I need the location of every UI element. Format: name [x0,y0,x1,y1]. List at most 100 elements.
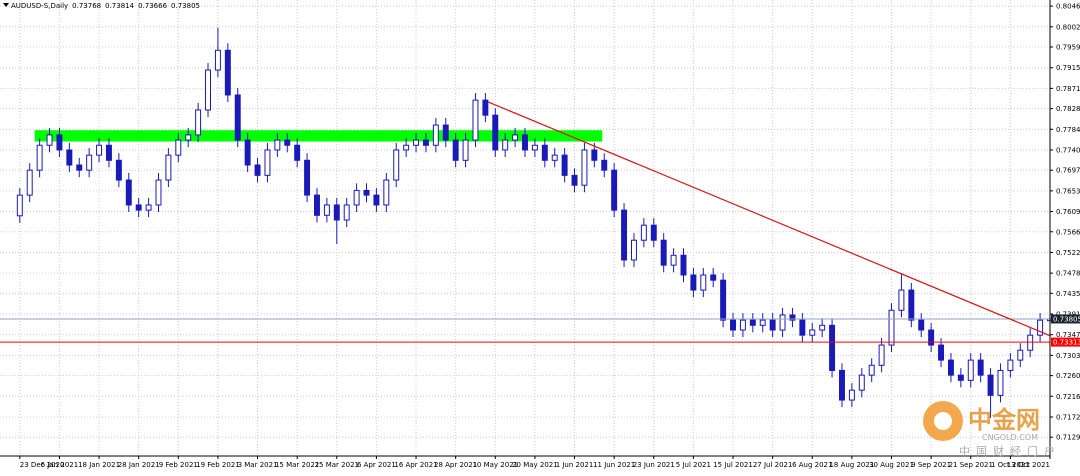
x-tick-label: 1 Jun 2021 [556,461,594,469]
candle-body [76,164,83,171]
candle-body [482,99,489,116]
candle-body [987,374,994,396]
candle-body [224,49,231,96]
lines-layer [0,101,1051,343]
header-low: 0.73666 [138,2,167,10]
x-tick-label: 16 Apr 2021 [394,461,437,469]
candle-body [660,239,667,266]
candle-body [878,344,885,366]
candle-body [1037,319,1044,336]
candle-body [1017,349,1024,361]
candle-body [769,319,776,331]
candle-body [967,359,974,381]
candle-body [393,149,400,181]
candle-body [839,369,845,401]
candle-body [403,144,410,151]
candle-body [730,319,736,331]
x-tick-label: 18 Jan 2021 [78,461,120,469]
candle-body [848,389,855,401]
header-open: 0.73768 [72,2,101,10]
candle-body [640,224,647,241]
candle-body [997,369,1004,396]
candle-body [690,274,697,291]
header-high: 0.73814 [105,2,134,10]
price-label-box [1051,337,1080,347]
x-tick-label: 13 Oct 2021 [1007,461,1050,469]
candle-body [522,134,528,151]
x-tick-label: 21 Sep 2021 [949,461,993,469]
menu-icon[interactable] [3,3,9,7]
candle-body [284,139,291,146]
logo-inner [934,412,952,430]
candle-body [66,149,73,166]
trend-line [488,101,1051,337]
x-tick-label: 25 Mar 2021 [315,461,359,469]
y-tick-label: 0.71290 [1056,434,1080,442]
chart-title: AUDUSD-S,Daily [11,2,68,10]
candle-body [611,169,618,211]
candle-body [809,329,816,336]
x-tick-label: 28 Apr 2021 [434,461,477,469]
candle-body [175,139,182,156]
candle-body [294,144,301,161]
x-tick-label: 6 Aug 2021 [792,461,832,469]
candle-body [36,144,43,171]
x-tick-label: 28 Jan 2021 [118,461,160,469]
candle-body [274,139,281,151]
candle-body [977,359,984,376]
candle-body [1027,334,1034,351]
x-tick-label: 6 Apr 2021 [357,461,396,469]
candle-body [422,139,429,146]
candle-body [888,309,895,346]
price-label: 0.73313 [1053,339,1080,347]
candle-body [928,329,935,346]
candle-body [353,189,360,206]
x-tick-label: 15 Mar 2021 [275,461,319,469]
candle-body [700,274,707,291]
x-tick-label: 27 Jul 2021 [753,461,793,469]
candle-body [125,179,132,206]
candle-body [779,314,786,331]
candle-body [323,204,330,216]
candle-body [333,204,340,221]
candle-body [512,134,519,141]
candle-body [858,374,865,391]
candle-body [621,209,628,261]
candle-body [739,319,746,331]
candle-body [541,144,548,161]
ohlc: 0.73768 0.73814 0.73666 0.73805 [72,2,200,10]
x-tick-label: 10 May 2021 [472,461,518,469]
x-tick-label: 19 Feb 2021 [196,461,240,469]
candle-body [304,159,311,196]
candle-body [957,374,964,381]
x-tick-label: 3 Mar 2021 [238,461,278,469]
candle-body [413,139,420,146]
candle-body [789,314,796,321]
candle-body [1007,359,1014,371]
zone-layer [34,130,603,142]
candle-body [165,154,172,181]
candle-body [195,109,202,136]
candle-body [710,274,717,281]
header-close: 0.73805 [171,2,200,10]
x-tick-label: 15 Jul 2021 [713,461,753,469]
x-tick-label: 1 Oct 2021 [991,461,1030,469]
candle-body [531,144,538,151]
candle-body [898,289,905,311]
price-label: 0.73805 [1053,315,1080,323]
